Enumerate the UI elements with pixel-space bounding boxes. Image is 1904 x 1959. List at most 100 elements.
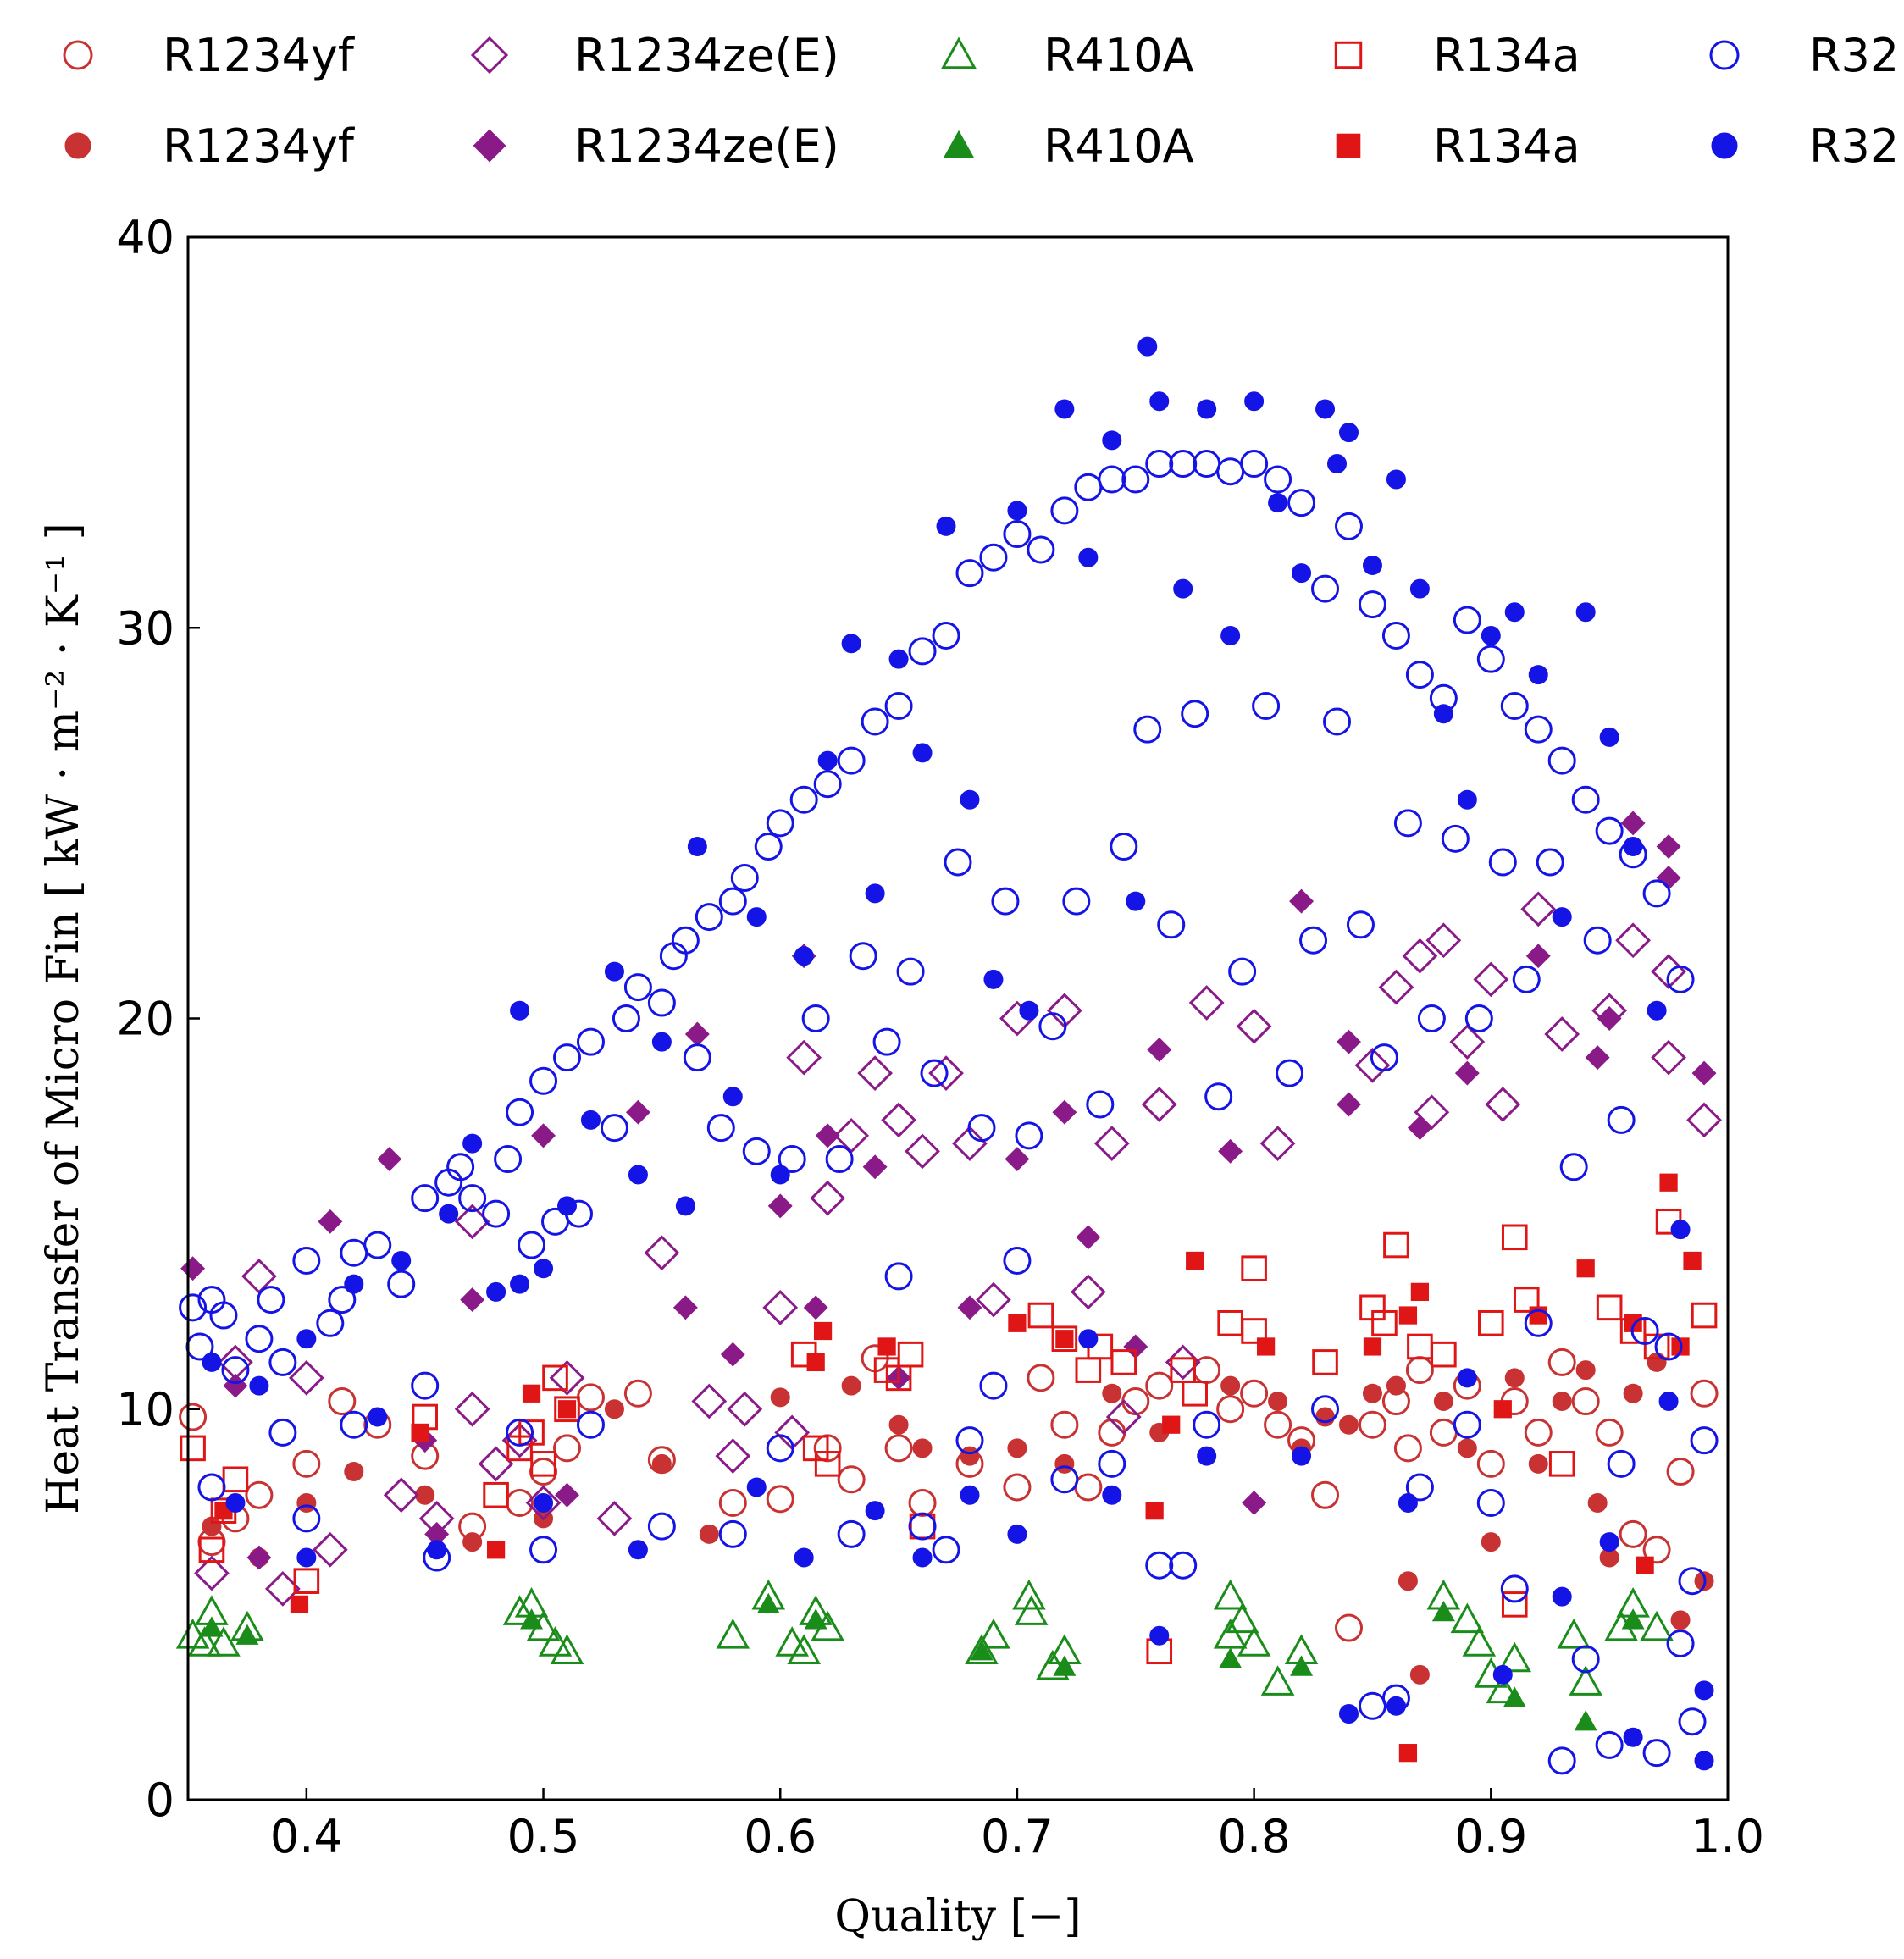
data-point (1053, 1655, 1077, 1676)
y-axis-label: Heat Transfer of Micro Fin [ kW · m⁻² · … (38, 523, 89, 1514)
data-point (292, 1449, 321, 1478)
data-point (1599, 1532, 1619, 1552)
data-point (837, 746, 866, 775)
data-point (529, 1536, 558, 1564)
data-point (1640, 1610, 1674, 1641)
data-point (1363, 1337, 1382, 1356)
data-point (483, 1481, 509, 1508)
data-point (1393, 809, 1422, 838)
data-point (814, 1451, 841, 1477)
data-point (1181, 700, 1209, 728)
data-point (596, 1501, 633, 1536)
data-point (510, 1000, 530, 1021)
data-point (1405, 1356, 1434, 1385)
data-point (555, 1482, 579, 1508)
data-point (884, 692, 913, 720)
data-point (1133, 715, 1162, 744)
data-point (960, 1485, 980, 1505)
data-point (1596, 1294, 1623, 1321)
data-point (1433, 1392, 1453, 1412)
data-point (644, 1235, 680, 1271)
data-point (1019, 1000, 1039, 1021)
data-point (1405, 1473, 1434, 1502)
data-point (837, 1465, 866, 1494)
data-point (770, 1387, 790, 1408)
data-point (623, 1379, 652, 1408)
data-point (1504, 602, 1525, 623)
data-point (687, 837, 707, 857)
data-point (1121, 1387, 1150, 1416)
data-point (1513, 1287, 1540, 1313)
x-axis-label: Quality [−] (834, 1891, 1081, 1942)
data-point (1599, 727, 1619, 747)
data-point (1327, 454, 1348, 474)
data-point (462, 1133, 483, 1154)
data-point (1595, 816, 1624, 845)
data-point (1186, 1251, 1204, 1270)
data-point (1197, 399, 1217, 419)
x-axis: 0.4 0.5 0.6 0.7 0.8 0.9 1.0 (270, 1788, 1764, 1863)
data-point (1093, 1126, 1130, 1161)
data-point (1654, 1332, 1683, 1361)
data-point (936, 516, 956, 536)
data-point (730, 863, 759, 892)
data-point (1666, 1630, 1695, 1657)
data-point (1074, 1473, 1103, 1502)
data-point (1457, 789, 1477, 810)
data-point (198, 1536, 225, 1563)
data-point (1358, 590, 1386, 619)
data-point (1007, 501, 1027, 521)
data-point (553, 1434, 582, 1463)
data-point (746, 907, 767, 927)
data-point (1007, 1438, 1027, 1458)
data-point (525, 1485, 562, 1521)
data-point (1169, 1551, 1198, 1580)
data-point (1337, 1029, 1361, 1054)
data-point (1501, 1591, 1528, 1618)
legend-marker (1711, 132, 1738, 159)
data-point (454, 1391, 490, 1427)
data-point (888, 1414, 909, 1435)
data-point (1559, 1153, 1588, 1181)
data-point (576, 1027, 605, 1056)
data-point (1219, 1647, 1243, 1668)
data-point (1658, 1392, 1679, 1412)
data-point (1417, 1004, 1446, 1032)
data-point (1204, 1082, 1233, 1111)
data-point (1055, 1330, 1074, 1348)
data-point (1362, 1383, 1382, 1403)
data-point (1454, 1060, 1480, 1086)
data-point (411, 1184, 440, 1213)
data-point (510, 1274, 530, 1294)
data-point (1407, 1115, 1432, 1141)
data-point (778, 1145, 806, 1174)
data-point (877, 1337, 896, 1356)
data-point (549, 1359, 585, 1396)
data-point (1173, 578, 1193, 599)
data-point (706, 1114, 735, 1143)
data-point (1216, 1395, 1245, 1424)
data-point (1290, 1655, 1314, 1676)
data-point (1476, 1449, 1505, 1478)
series-r134a-filled (214, 1173, 1702, 1763)
data-point (245, 1325, 274, 1353)
data-point (1503, 1686, 1526, 1707)
data-point (1149, 1625, 1170, 1646)
data-point (1429, 1418, 1458, 1447)
data-point (912, 1547, 933, 1568)
data-point (1027, 1302, 1054, 1329)
data-point (265, 1571, 301, 1607)
data-point (1162, 1415, 1181, 1434)
data-point (1197, 1446, 1217, 1466)
data-point (494, 1145, 523, 1174)
data-point (1102, 1485, 1122, 1505)
data-point (1145, 1371, 1174, 1400)
data-point (884, 1262, 913, 1291)
data-point (1264, 465, 1292, 494)
data-point (756, 1592, 780, 1613)
data-point (1147, 1037, 1172, 1062)
data-point (1457, 1368, 1477, 1388)
data-point (1137, 336, 1158, 357)
data-point (1165, 1344, 1201, 1381)
data-point (672, 1295, 698, 1320)
